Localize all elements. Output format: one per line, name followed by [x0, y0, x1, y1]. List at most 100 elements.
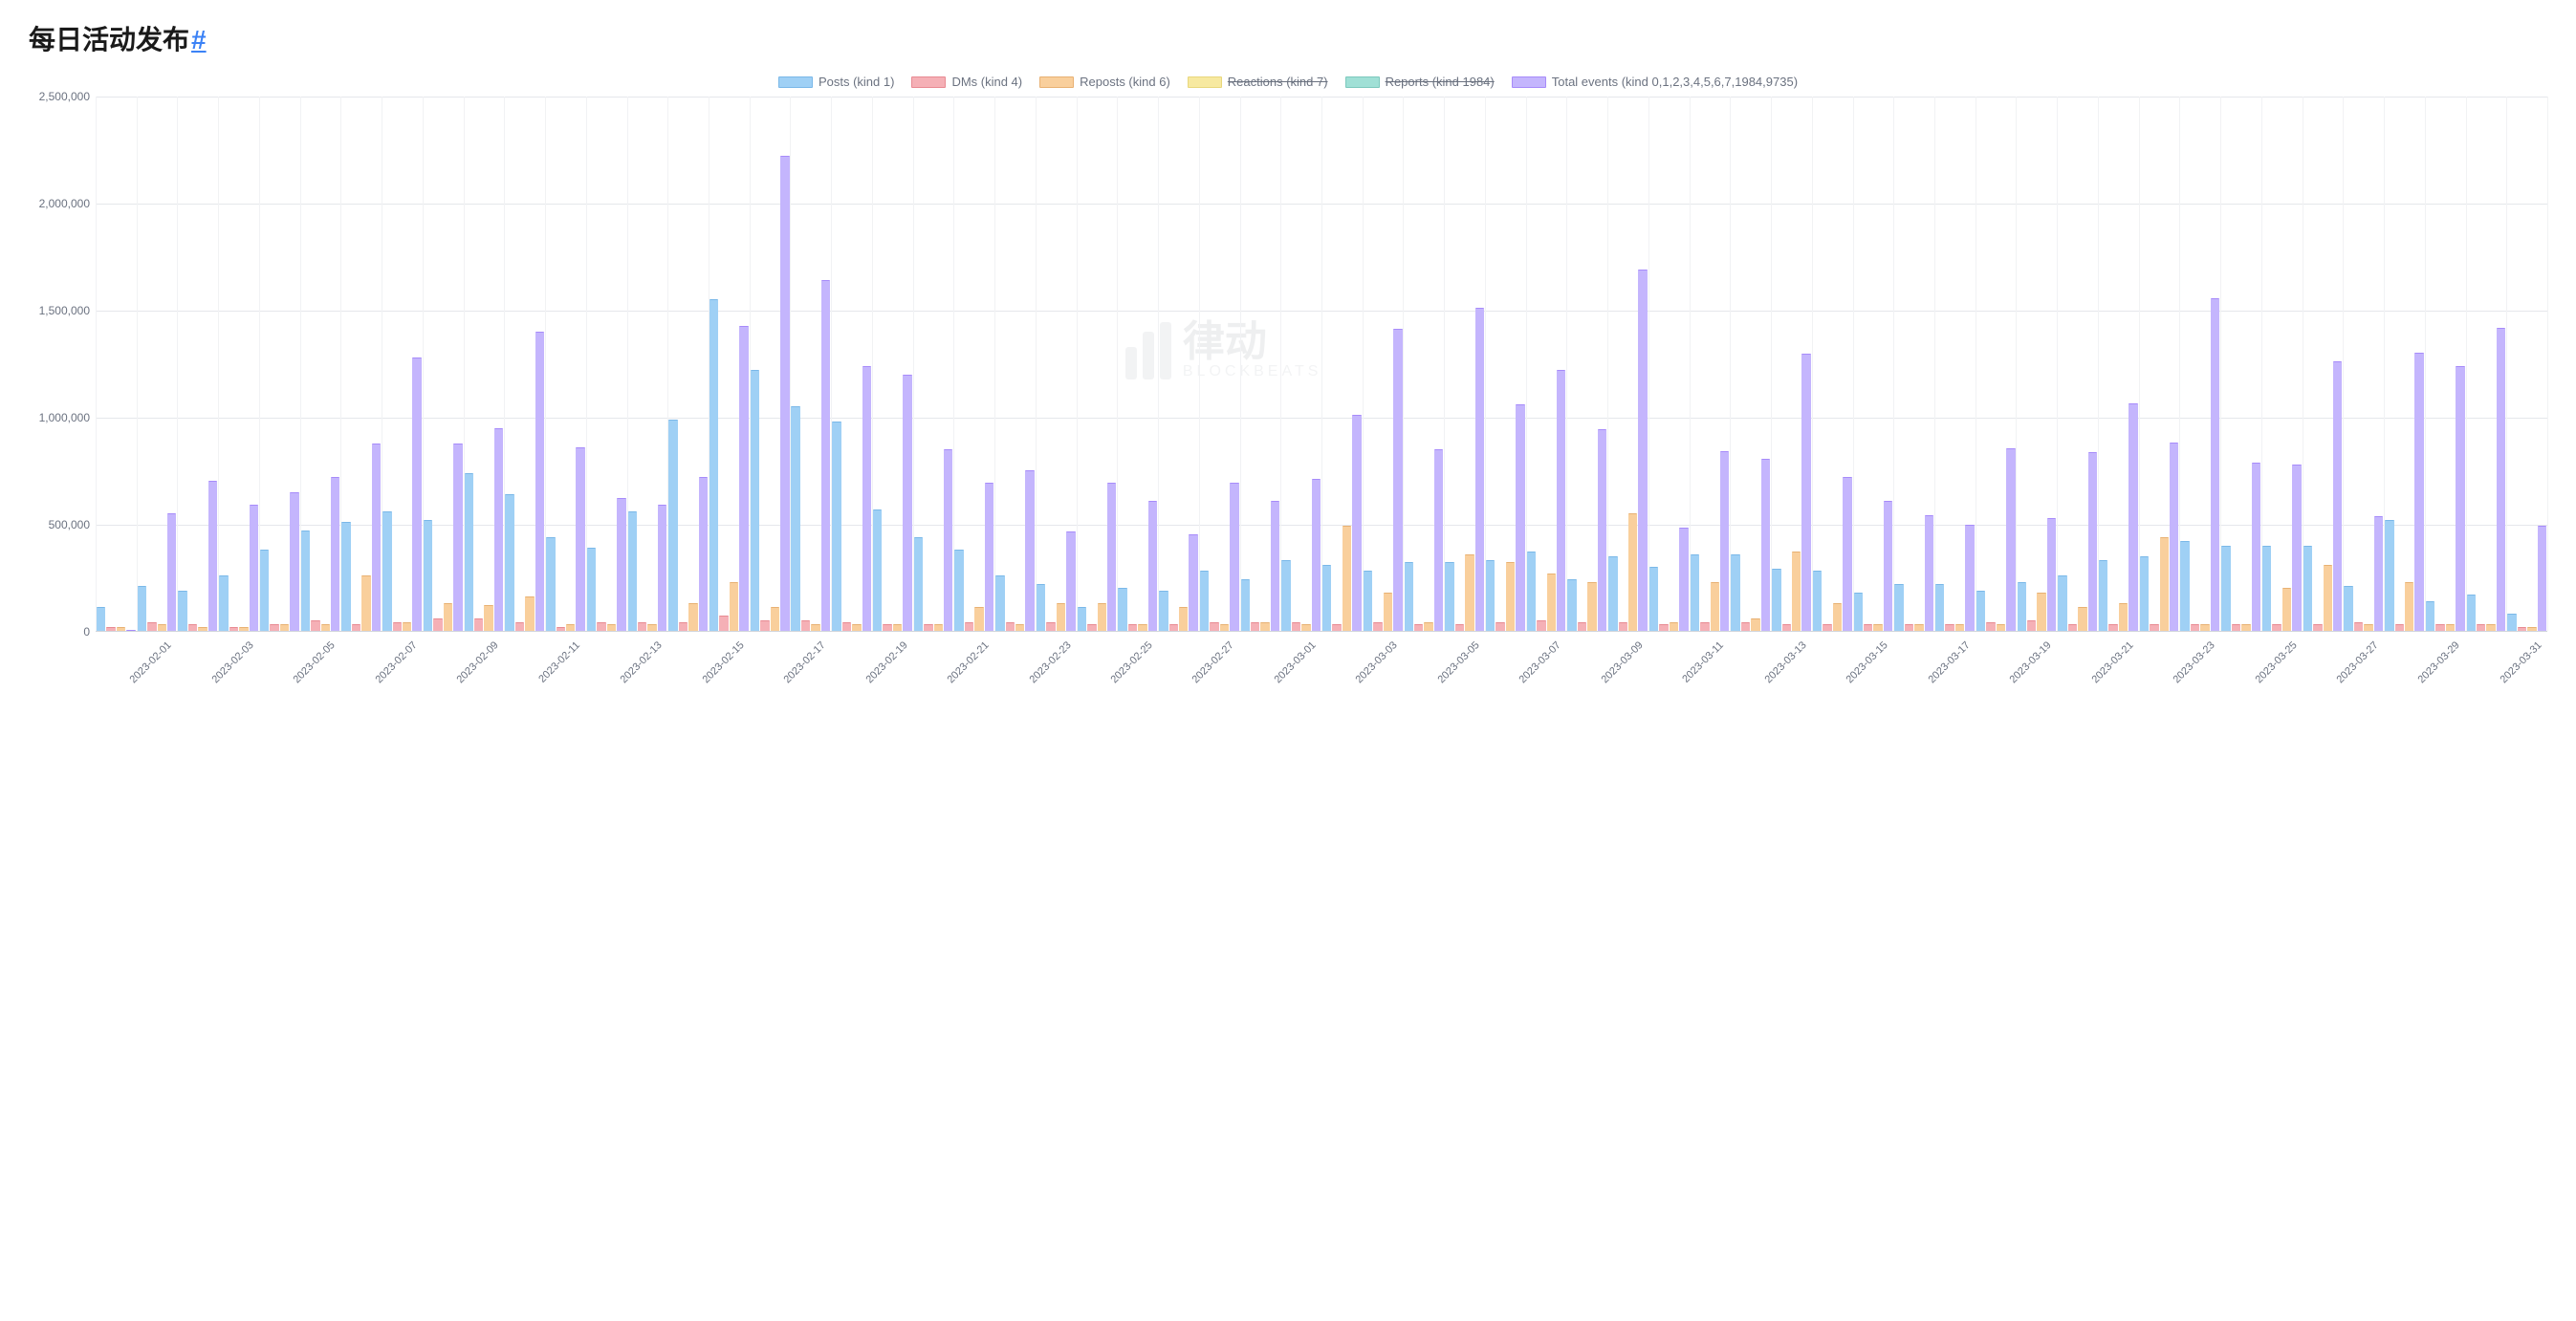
bar-total[interactable] — [658, 505, 666, 631]
bar-reposts[interactable] — [2282, 588, 2291, 631]
bar-posts[interactable] — [1159, 591, 1168, 631]
bar-dms[interactable] — [557, 627, 565, 631]
bar-total[interactable] — [250, 505, 258, 631]
bar-reposts[interactable] — [1792, 552, 1801, 631]
bar-dms[interactable] — [2313, 624, 2322, 631]
bar-total[interactable] — [699, 477, 708, 631]
bar-posts[interactable] — [1854, 593, 1863, 631]
chart-anchor-link[interactable]: # — [191, 25, 207, 55]
bar-reposts[interactable] — [1997, 624, 2005, 631]
bar-dms[interactable] — [2435, 624, 2444, 631]
bar-total[interactable] — [1884, 501, 1892, 631]
bar-dms[interactable] — [2232, 624, 2240, 631]
bar-reposts[interactable] — [1098, 603, 1106, 631]
bar-total[interactable] — [1475, 308, 1484, 631]
bar-dms[interactable] — [2150, 624, 2158, 631]
bar-posts[interactable] — [587, 548, 596, 631]
bar-dms[interactable] — [1905, 624, 1913, 631]
bar-total[interactable] — [1516, 404, 1524, 631]
bar-posts[interactable] — [1567, 579, 1576, 631]
legend-item-dms[interactable]: DMs (kind 4) — [911, 75, 1022, 89]
bar-posts[interactable] — [505, 494, 513, 631]
bar-reposts[interactable] — [688, 603, 697, 631]
bar-posts[interactable] — [628, 511, 637, 631]
bar-dms[interactable] — [1087, 624, 1096, 631]
bar-total[interactable] — [1801, 354, 1810, 631]
bar-total[interactable] — [739, 326, 748, 631]
bar-reposts[interactable] — [198, 627, 207, 631]
bar-reposts[interactable] — [2241, 624, 2250, 631]
bar-posts[interactable] — [219, 575, 228, 631]
bar-total[interactable] — [2211, 298, 2219, 631]
bar-dms[interactable] — [2108, 624, 2117, 631]
bar-posts[interactable] — [382, 511, 391, 631]
bar-dms[interactable] — [638, 622, 646, 631]
bar-dms[interactable] — [1659, 624, 1668, 631]
bar-reposts[interactable] — [2160, 537, 2169, 631]
bar-reposts[interactable] — [2364, 624, 2372, 631]
bar-reposts[interactable] — [2486, 624, 2495, 631]
bar-dms[interactable] — [352, 624, 360, 631]
bar-dms[interactable] — [2191, 624, 2199, 631]
bar-posts[interactable] — [791, 406, 799, 631]
bar-dms[interactable] — [2272, 624, 2281, 631]
bar-dms[interactable] — [1578, 622, 1586, 631]
bar-posts[interactable] — [465, 473, 473, 631]
bar-total[interactable] — [290, 492, 298, 631]
bar-reposts[interactable] — [852, 624, 861, 631]
bar-reposts[interactable] — [525, 596, 534, 631]
bar-dms[interactable] — [1619, 622, 1627, 631]
bar-reposts[interactable] — [1301, 624, 1310, 631]
bar-reposts[interactable] — [974, 607, 983, 631]
bar-dms[interactable] — [760, 620, 769, 631]
bar-dms[interactable] — [1373, 622, 1382, 631]
bar-total[interactable] — [2252, 463, 2260, 631]
bar-posts[interactable] — [2507, 614, 2516, 631]
bar-dms[interactable] — [1332, 624, 1341, 631]
bar-dms[interactable] — [147, 622, 156, 631]
bar-reposts[interactable] — [1670, 622, 1678, 631]
bar-posts[interactable] — [1281, 560, 1290, 631]
bar-dms[interactable] — [1169, 624, 1178, 631]
bar-total[interactable] — [576, 447, 584, 631]
bar-total[interactable] — [903, 375, 911, 631]
bar-total[interactable] — [1230, 483, 1238, 631]
bar-posts[interactable] — [2221, 546, 2230, 631]
bar-total[interactable] — [2292, 465, 2301, 631]
bar-dms[interactable] — [2518, 627, 2526, 631]
bar-total[interactable] — [2497, 328, 2505, 632]
bar-posts[interactable] — [2018, 582, 2026, 631]
bar-reposts[interactable] — [730, 582, 738, 631]
bar-dms[interactable] — [965, 622, 973, 631]
bar-dms[interactable] — [1945, 624, 1954, 631]
bar-total[interactable] — [453, 444, 462, 631]
bar-dms[interactable] — [2027, 620, 2036, 631]
bar-dms[interactable] — [924, 624, 932, 631]
bar-posts[interactable] — [2180, 541, 2189, 631]
bar-reposts[interactable] — [1384, 593, 1392, 631]
bar-posts[interactable] — [914, 537, 923, 631]
bar-posts[interactable] — [668, 420, 677, 631]
bar-total[interactable] — [1312, 479, 1321, 631]
bar-total[interactable] — [1271, 501, 1279, 631]
bar-reposts[interactable] — [1057, 603, 1065, 631]
bar-total[interactable] — [1393, 329, 1402, 631]
bar-reposts[interactable] — [1015, 624, 1024, 631]
bar-dms[interactable] — [1455, 624, 1464, 631]
bar-posts[interactable] — [301, 531, 310, 631]
bar-posts[interactable] — [873, 509, 882, 631]
bar-reposts[interactable] — [934, 624, 943, 631]
bar-posts[interactable] — [1118, 588, 1126, 631]
bar-reposts[interactable] — [2324, 565, 2332, 631]
bar-dms[interactable] — [2068, 624, 2077, 631]
bar-dms[interactable] — [2354, 622, 2363, 631]
bar-total[interactable] — [167, 513, 176, 631]
bar-reposts[interactable] — [444, 603, 452, 631]
bar-reposts[interactable] — [1220, 624, 1229, 631]
bar-reposts[interactable] — [566, 624, 575, 631]
bar-reposts[interactable] — [2405, 582, 2413, 631]
bar-dms[interactable] — [106, 627, 115, 631]
bar-reposts[interactable] — [1751, 618, 1759, 631]
bar-posts[interactable] — [954, 550, 963, 631]
bar-reposts[interactable] — [2200, 624, 2209, 631]
